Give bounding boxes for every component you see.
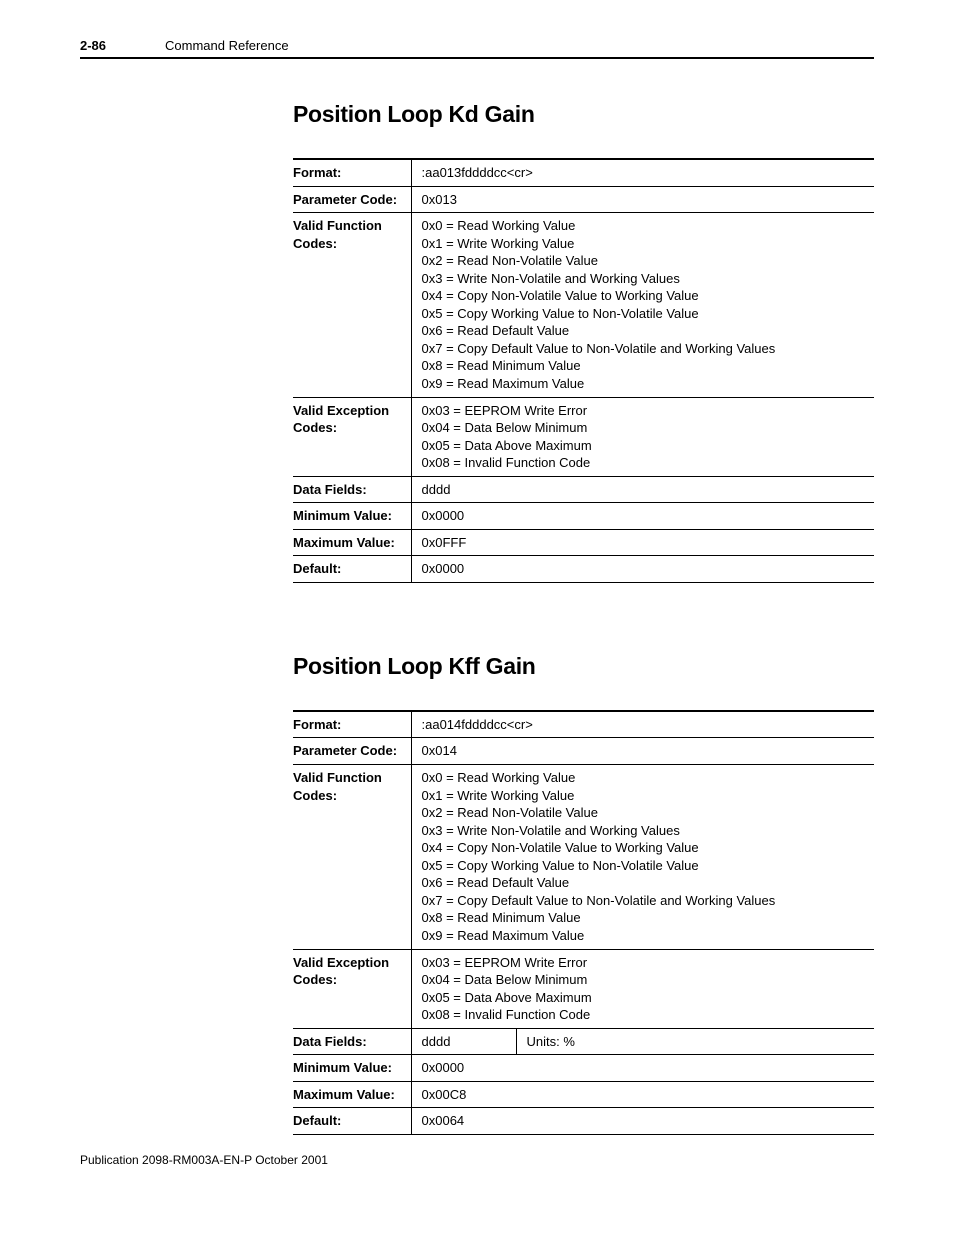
- table-row: Minimum Value: 0x0000: [293, 503, 874, 530]
- header-title: Command Reference: [165, 38, 289, 53]
- row-value: 0x0000: [411, 503, 874, 530]
- row-label: Format:: [293, 159, 411, 186]
- row-label: Valid Exception Codes:: [293, 949, 411, 1028]
- row-label: Parameter Code:: [293, 738, 411, 765]
- row-label: Valid Exception Codes:: [293, 397, 411, 476]
- row-value: 0x014: [411, 738, 874, 765]
- row-value: dddd: [411, 476, 874, 503]
- row-label: Default:: [293, 1108, 411, 1135]
- table-row: Parameter Code: 0x013: [293, 186, 874, 213]
- table-row: Parameter Code: 0x014: [293, 738, 874, 765]
- row-label: Maximum Value:: [293, 1081, 411, 1108]
- row-label: Maximum Value:: [293, 529, 411, 556]
- row-value: 0x0064: [411, 1108, 874, 1135]
- row-value: dddd: [411, 1028, 516, 1055]
- row-label: Valid Function Codes:: [293, 765, 411, 949]
- table-row: Format: :aa014fddddcc<cr>: [293, 711, 874, 738]
- table-row: Default: 0x0064: [293, 1108, 874, 1135]
- row-value: 0x03 = EEPROM Write Error 0x04 = Data Be…: [411, 397, 874, 476]
- table-row: Valid Function Codes: 0x0 = Read Working…: [293, 765, 874, 949]
- row-units: Units: %: [516, 1028, 874, 1055]
- row-value: 0x0 = Read Working Value 0x1 = Write Wor…: [411, 765, 874, 949]
- section-kd-gain: Position Loop Kd Gain Format: :aa013fddd…: [293, 101, 874, 583]
- row-value: 0x00C8: [411, 1081, 874, 1108]
- footer-publication: Publication 2098-RM003A-EN-P October 200…: [80, 1153, 328, 1167]
- row-label: Minimum Value:: [293, 503, 411, 530]
- table-row: Default: 0x0000: [293, 556, 874, 583]
- table-row: Valid Function Codes: 0x0 = Read Working…: [293, 213, 874, 397]
- row-label: Default:: [293, 556, 411, 583]
- row-label: Minimum Value:: [293, 1055, 411, 1082]
- table-row: Format: :aa013fddddcc<cr>: [293, 159, 874, 186]
- table-row: Valid Exception Codes: 0x03 = EEPROM Wri…: [293, 949, 874, 1028]
- row-value: 0x0000: [411, 556, 874, 583]
- table-kff-gain: Format: :aa014fddddcc<cr> Parameter Code…: [293, 710, 874, 1135]
- row-value: 0x03 = EEPROM Write Error 0x04 = Data Be…: [411, 949, 874, 1028]
- row-value: 0x0 = Read Working Value 0x1 = Write Wor…: [411, 213, 874, 397]
- row-label: Data Fields:: [293, 476, 411, 503]
- row-label: Data Fields:: [293, 1028, 411, 1055]
- table-row: Minimum Value: 0x0000: [293, 1055, 874, 1082]
- row-value: :aa013fddddcc<cr>: [411, 159, 874, 186]
- section-kff-gain: Position Loop Kff Gain Format: :aa014fdd…: [293, 653, 874, 1135]
- row-value: 0x0FFF: [411, 529, 874, 556]
- row-label: Valid Function Codes:: [293, 213, 411, 397]
- row-value: :aa014fddddcc<cr>: [411, 711, 874, 738]
- table-row: Data Fields: dddd Units: %: [293, 1028, 874, 1055]
- row-label: Parameter Code:: [293, 186, 411, 213]
- header-rule: [80, 57, 874, 59]
- page: 2-86 Command Reference Position Loop Kd …: [0, 0, 954, 1165]
- table-row: Maximum Value: 0x0FFF: [293, 529, 874, 556]
- row-label: Format:: [293, 711, 411, 738]
- row-value: 0x013: [411, 186, 874, 213]
- table-row: Maximum Value: 0x00C8: [293, 1081, 874, 1108]
- table-row: Valid Exception Codes: 0x03 = EEPROM Wri…: [293, 397, 874, 476]
- section-title: Position Loop Kd Gain: [293, 101, 874, 128]
- row-value: 0x0000: [411, 1055, 874, 1082]
- table-kd-gain: Format: :aa013fddddcc<cr> Parameter Code…: [293, 158, 874, 583]
- section-title: Position Loop Kff Gain: [293, 653, 874, 680]
- page-number: 2-86: [80, 38, 165, 53]
- table-row: Data Fields: dddd: [293, 476, 874, 503]
- page-header: 2-86 Command Reference: [80, 38, 874, 53]
